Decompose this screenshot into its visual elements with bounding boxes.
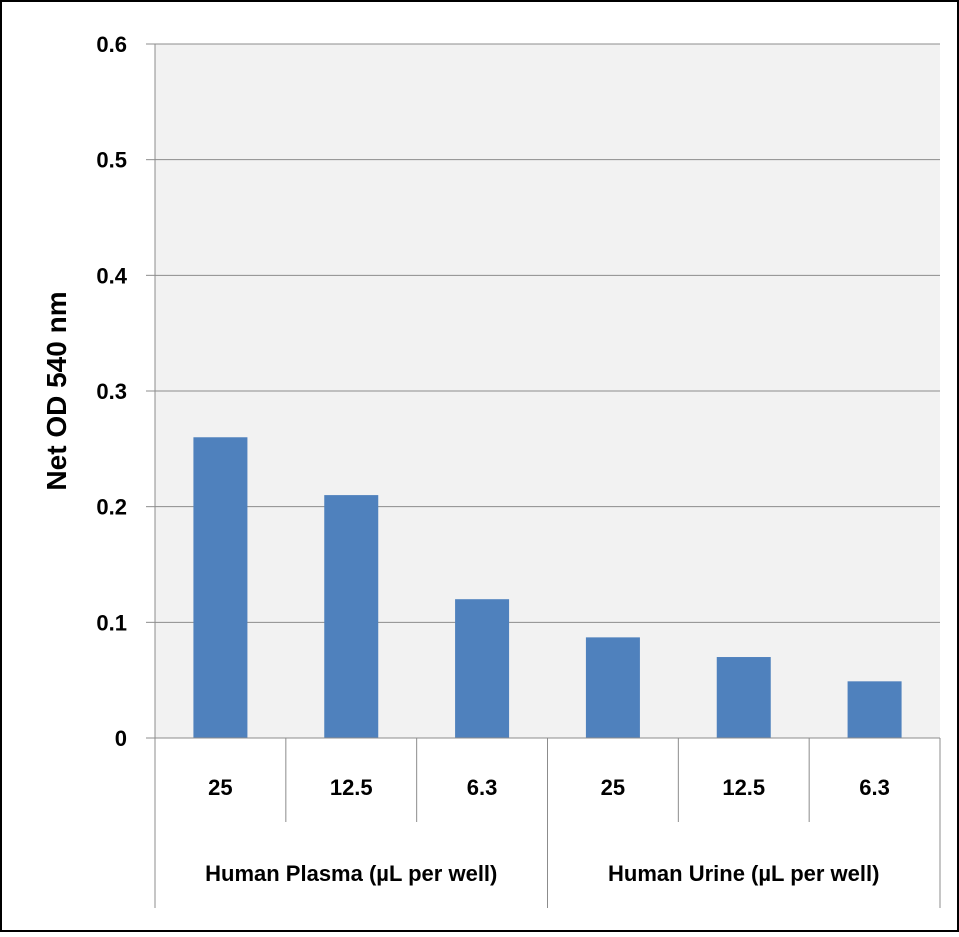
- x-tick-labels: 25 12.5 6.3 25 12.5 6.3: [208, 775, 890, 800]
- x-tick-label: 6.3: [859, 775, 890, 800]
- x-tick-label: 12.5: [330, 775, 373, 800]
- bar: [585, 637, 640, 738]
- y-axis-label: Net OD 540 nm: [41, 291, 72, 490]
- bar: [716, 657, 771, 738]
- y-tick-label: 0.2: [96, 495, 127, 520]
- y-tick-label: 0.3: [96, 379, 127, 404]
- bar: [847, 681, 902, 738]
- x-tick-label: 25: [601, 775, 625, 800]
- x-tick-label: 6.3: [467, 775, 498, 800]
- y-tick-label: 0: [115, 726, 127, 751]
- y-tick-label: 0.6: [96, 32, 127, 57]
- y-tick-label: 0.4: [96, 263, 127, 288]
- bars: [193, 437, 902, 738]
- bar: [324, 495, 379, 738]
- x-group-labels: Human Plasma (µL per well) Human Urine (µ…: [205, 861, 879, 886]
- axes: [146, 43, 941, 908]
- bar: [455, 599, 510, 738]
- y-tick-labels: 0 0.1 0.2 0.3 0.4 0.5 0.6: [96, 32, 127, 751]
- x-tick-label: 25: [208, 775, 232, 800]
- y-tick-label: 0.1: [96, 610, 127, 635]
- y-tick-label: 0.5: [96, 148, 127, 173]
- x-tick-label: 12.5: [722, 775, 765, 800]
- group-label: Human Plasma (µL per well): [205, 861, 497, 886]
- gridlines: [155, 43, 940, 623]
- bar: [193, 437, 248, 738]
- group-label: Human Urine (µL per well): [608, 861, 879, 886]
